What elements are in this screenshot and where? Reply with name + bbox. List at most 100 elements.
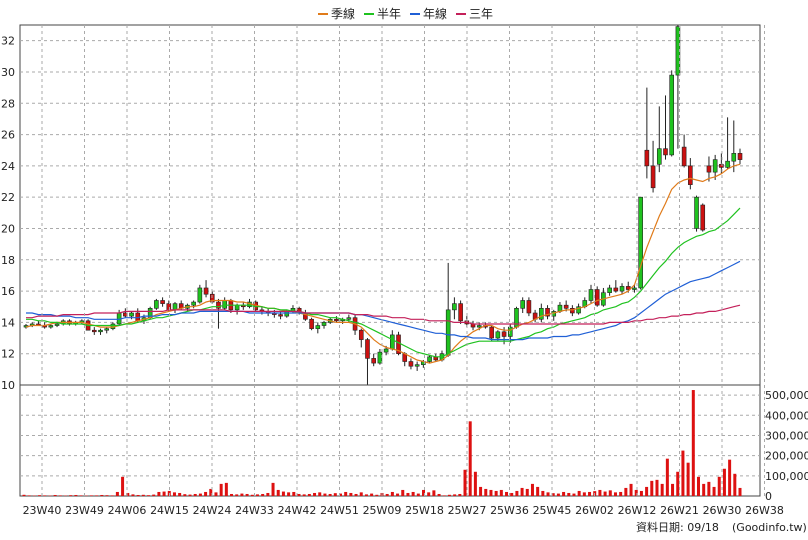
volume-bar — [645, 486, 649, 496]
candle-body — [663, 148, 668, 156]
candle-body — [191, 301, 196, 306]
candle-body — [526, 300, 532, 314]
volume-bar — [235, 494, 239, 496]
candle-body — [476, 325, 482, 328]
volume-bar — [266, 492, 270, 496]
candle — [377, 349, 383, 365]
candle — [688, 158, 693, 190]
volume-bar — [634, 489, 638, 496]
candle-body — [694, 196, 699, 229]
volume-bar — [608, 490, 612, 496]
x-tick-label-5: 24W33 — [235, 504, 274, 517]
volume-bar — [422, 489, 426, 496]
volume-bar — [676, 471, 680, 496]
candle — [520, 297, 525, 313]
candle-body — [688, 165, 693, 185]
x-tick-label-0: 23W40 — [23, 504, 62, 517]
volume-bar — [468, 421, 472, 496]
candle-body — [594, 289, 600, 306]
candle — [104, 327, 110, 334]
candle — [371, 353, 376, 367]
volume-bar — [110, 495, 114, 496]
candle-body — [54, 323, 60, 326]
volume-bar — [214, 492, 218, 496]
candle-body — [681, 146, 687, 167]
candle — [607, 284, 612, 296]
volume-bar — [230, 493, 234, 496]
volume-bar — [619, 491, 623, 496]
candle-body — [644, 149, 650, 167]
x-tick-label-6: 24W42 — [278, 504, 317, 517]
candle-body — [725, 160, 730, 168]
volume-bar — [489, 489, 493, 496]
volume-tick-label-4: 400,000 — [765, 409, 808, 422]
volume-bar — [551, 493, 555, 496]
candle — [160, 297, 165, 307]
candle-body — [390, 334, 395, 350]
x-tick-label-12: 25W45 — [533, 504, 572, 517]
volume-bar — [27, 495, 31, 496]
legend-label-3: 三年 — [469, 7, 493, 21]
candle-body — [315, 325, 321, 329]
volume-bar — [193, 493, 197, 496]
volume-bar — [281, 491, 285, 496]
price-tick-label-6: 22 — [1, 191, 15, 204]
candle — [656, 106, 662, 173]
candle-body — [334, 318, 339, 322]
candle — [203, 280, 209, 298]
volume-bar — [178, 492, 182, 496]
volume-bar — [442, 495, 446, 496]
volume-bar — [126, 492, 130, 496]
candle-body — [377, 351, 383, 364]
volume-bar — [43, 495, 47, 496]
candle-body — [712, 159, 718, 173]
price-tick-label-10: 30 — [1, 66, 15, 79]
candle-body — [278, 314, 283, 317]
x-tick-label-7: 24W51 — [320, 504, 359, 517]
ma-line-ma-year — [26, 260, 741, 341]
candle-body — [91, 329, 97, 333]
candle-body — [427, 356, 432, 362]
volume-bar — [717, 476, 721, 496]
ma-line-ma-3year — [26, 304, 741, 325]
volume-bar — [333, 493, 337, 496]
x-tick-label-13: 26W02 — [575, 504, 614, 517]
volume-bar — [318, 492, 322, 496]
candle — [638, 196, 643, 290]
volume-tick-label-2: 200,000 — [765, 450, 808, 463]
volume-bar — [437, 493, 441, 496]
candle-body — [365, 339, 370, 359]
volume-bar — [141, 494, 145, 496]
volume-bar — [121, 476, 125, 496]
candle-body — [570, 308, 575, 314]
candle — [54, 322, 60, 328]
volume-bar — [588, 491, 592, 496]
volume-bar — [733, 473, 737, 496]
candle — [315, 322, 321, 334]
volume-bar — [287, 492, 291, 496]
ma-line-ma-half — [26, 207, 741, 358]
candle-body — [501, 331, 507, 337]
chart-legend: 季線 半年 年線 三年 — [318, 6, 493, 21]
volume-bar — [172, 492, 176, 496]
volume-bar — [359, 492, 363, 496]
candle — [539, 303, 544, 323]
volume-bar — [484, 488, 488, 496]
volume-bar — [567, 492, 571, 496]
volume-bar — [385, 493, 389, 496]
candle-body — [358, 329, 364, 340]
volume-bar — [162, 491, 166, 496]
volume-bar — [204, 491, 208, 496]
price-frame — [19, 24, 761, 386]
candle — [427, 355, 432, 364]
volume-bar — [707, 481, 711, 496]
x-tick-label-8: 25W09 — [363, 504, 402, 517]
volume-bar — [302, 494, 306, 496]
volume-bar — [344, 491, 348, 496]
legend-label-0: 季線 — [331, 6, 355, 21]
candle-body — [706, 165, 712, 173]
candle-body — [452, 303, 457, 311]
candle-body — [737, 153, 743, 160]
volume-bar — [131, 494, 135, 496]
candle — [514, 306, 519, 329]
